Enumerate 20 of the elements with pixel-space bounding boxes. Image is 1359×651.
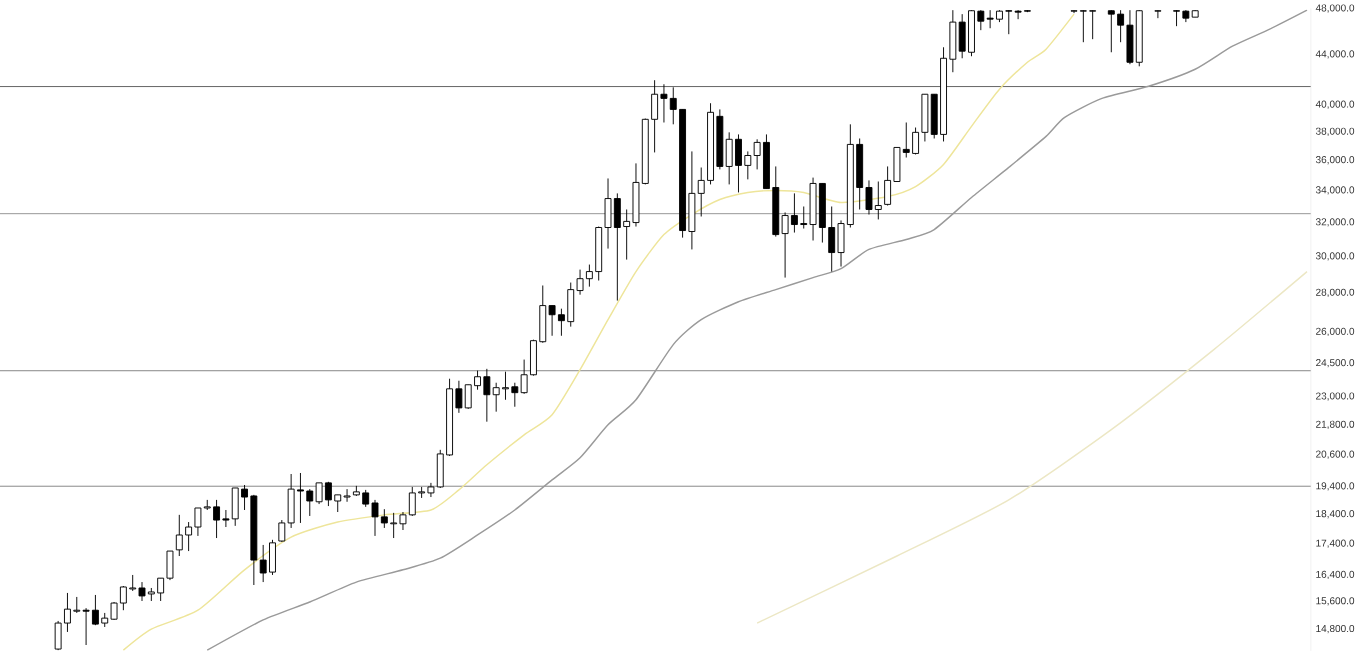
y-tick-label: 36,000.0	[1315, 156, 1355, 165]
y-tick-label: 19,400.0	[1316, 482, 1355, 491]
y-tick-label: 16,400.0	[1316, 570, 1355, 579]
y-tick-label: 32,000.0	[1315, 218, 1355, 227]
y-tick-label: 48,000.0	[1315, 4, 1355, 13]
y-tick-label: 18,400.0	[1316, 510, 1355, 519]
y-tick-label: 17,400.0	[1316, 539, 1355, 548]
y-tick-label: 30,000.0	[1315, 252, 1355, 261]
y-tick-label: 44,000.0	[1315, 50, 1355, 59]
y-tick-label: 21,800.0	[1316, 420, 1355, 429]
y-tick-label: 26,000.0	[1316, 327, 1355, 336]
y-tick-label: 38,000.0	[1315, 127, 1355, 136]
y-tick-label: 34,000.0	[1315, 186, 1355, 195]
y-tick-label: 15,600.0	[1316, 597, 1355, 606]
y-tick-label: 20,600.0	[1316, 450, 1355, 459]
y-tick-label: 14,800.0	[1316, 624, 1355, 634]
y-tick-label: 28,000.0	[1316, 288, 1355, 297]
y-tick-label: 23,000.0	[1316, 392, 1355, 401]
y-tick-label: 40,000.0	[1315, 100, 1355, 109]
y-tick-label: 24,500.0	[1316, 358, 1355, 368]
